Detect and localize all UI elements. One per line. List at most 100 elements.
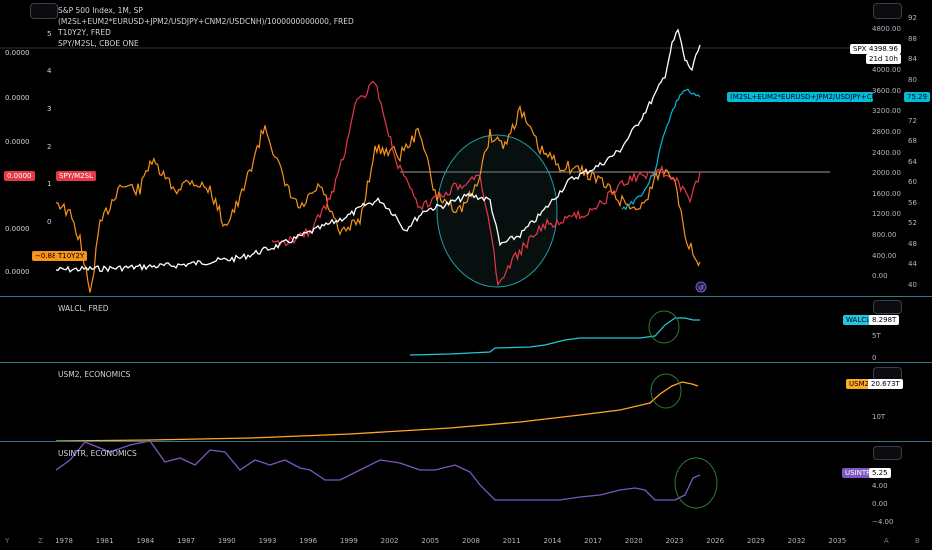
usintr-line — [55, 440, 701, 501]
m2-axis-tick: 88 — [908, 34, 917, 43]
left-scale-value: 0.0000 — [5, 225, 30, 233]
left-axis-tick: 2 — [47, 143, 52, 151]
time-axis-tick: 2002 — [380, 537, 399, 545]
usm2-value-tag: 20.673T — [868, 379, 903, 389]
spx-label-tag: SPX — [850, 44, 870, 54]
m2-axis-tick: 60 — [908, 178, 917, 186]
spx-price-axis[interactable]: 4800.004400.004000.003600.003200.002800.… — [872, 0, 902, 290]
time-axis-tick: 1999 — [339, 537, 358, 545]
time-axis-tick: 1984 — [136, 537, 155, 545]
t10y2y-value-tag: −0.88 — [32, 251, 60, 261]
auto-scale-toggle[interactable]: A — [884, 537, 889, 545]
usintr-axis-tick: 4.00 — [872, 482, 888, 490]
walcl-highlight-circle — [648, 310, 680, 344]
pane-separator[interactable] — [0, 362, 932, 363]
log-scale-toggle[interactable]: Y — [5, 537, 10, 545]
spx-axis-tick: 1600.00 — [872, 189, 901, 198]
time-axis[interactable]: 1978 1981 1984 1987 1990 1993 1996 1999 2002 2005… — [0, 530, 932, 550]
legend-usintr[interactable]: USINTR, ECONOMICS — [58, 449, 137, 458]
main-pane-menu-button[interactable] — [30, 3, 58, 19]
spx-value-tag: 4398.96 — [866, 44, 901, 54]
legend-global-m2[interactable]: (M2SL+EUM2*EURUSD+JPM2/USDJPY+CNM2/USDCN… — [58, 17, 354, 26]
left-axis-tick: 5 — [47, 30, 52, 38]
usm2-axis-tick: 10T — [872, 413, 886, 421]
spx-axis-tick: 4000.00 — [872, 66, 901, 75]
left-scale-value: 0.0000 — [5, 94, 30, 102]
spx-axis-tick: 0.00 — [872, 272, 888, 281]
spx-axis-tick: 3600.00 — [872, 86, 901, 95]
legend-t10y2y[interactable]: T10Y2Y, FRED — [58, 28, 111, 37]
spy-m2sl-value-tag: 0.0000 — [4, 171, 35, 181]
time-axis-tick: 2023 — [665, 537, 684, 545]
usintr-label-tag: USINTR — [842, 468, 875, 478]
spx-axis-tick: 800.00 — [872, 231, 897, 239]
m2-price-axis[interactable]: 9288848076726864605652484440 — [908, 0, 932, 290]
left-axis-tick: 0 — [47, 218, 52, 226]
pane-separator[interactable] — [0, 441, 932, 442]
time-axis-tick: 2026 — [706, 537, 725, 545]
spy-m2sl-line — [271, 80, 701, 287]
pane-separator[interactable] — [0, 296, 932, 297]
m2-axis-tick: 40 — [908, 280, 917, 289]
spx-axis-tick: 4800.00 — [872, 25, 901, 33]
spx-line — [55, 28, 701, 273]
spx-countdown-tag: 21d 10h — [866, 54, 901, 64]
time-axis-tick: 2020 — [624, 537, 643, 545]
legend-spy-m2sl[interactable]: SPY/M2SL, CBOE ONE — [58, 39, 139, 48]
left-axis-tick: 1 — [47, 180, 52, 188]
usm2-line — [55, 381, 699, 442]
spx-axis-tick: 2800.00 — [872, 128, 901, 136]
left-scale-value: 0.0000 — [5, 138, 30, 146]
spx-axis-tick: 2400.00 — [872, 148, 901, 157]
spy-m2sl-label-tag: SPY/M2SL — [56, 171, 96, 181]
left-scale-value: 0.0000 — [5, 49, 30, 57]
svg-text:↺: ↺ — [698, 284, 704, 292]
time-axis-tick: 1990 — [217, 537, 236, 545]
global-m2-value-tag: 75.29 — [904, 92, 931, 102]
m2-axis-tick: 80 — [908, 75, 917, 84]
highlight-circle — [436, 134, 558, 288]
time-axis-tick: 2017 — [584, 537, 603, 545]
legend-walcl[interactable]: WALCL, FRED — [58, 304, 109, 313]
left-axis-tick: 3 — [47, 105, 52, 113]
t10y2y-line — [55, 104, 701, 293]
usintr-axis-tick: −4.00 — [872, 518, 894, 526]
legend-spx[interactable]: S&P 500 Index, 1M, SP — [58, 6, 143, 15]
spx-axis-tick: 2000.00 — [872, 169, 901, 178]
usintr-pane-button[interactable] — [873, 446, 902, 460]
spx-axis-tick: 3200.00 — [872, 107, 901, 116]
global-m2-label-tag: (M2SL+EUM2*EURUSD+JPM2/USDJPY+CNM2/US... — [727, 92, 873, 102]
zoom-reset-toggle[interactable]: Z — [38, 537, 43, 545]
t10y2y-label-tag: T10Y2Y — [55, 251, 88, 261]
main-pane-scale-button[interactable] — [873, 3, 902, 19]
left-scale-value: 0.0000 — [5, 268, 30, 276]
walcl-line — [409, 317, 700, 356]
bar-scale-toggle[interactable]: B — [915, 537, 920, 545]
time-axis-tick: 1987 — [177, 537, 196, 545]
walcl-value-tag: 8.298T — [869, 315, 900, 325]
legend-usm2[interactable]: USM2, ECONOMICS — [58, 370, 131, 379]
time-axis-tick: 2014 — [543, 537, 562, 545]
spx-axis-tick: 400.00 — [872, 251, 897, 260]
walcl-pane-button[interactable] — [873, 300, 902, 314]
m2-axis-tick: 84 — [908, 55, 917, 63]
usintr-axis-tick: 0.00 — [872, 500, 888, 508]
left-axis-tick: 4 — [47, 67, 52, 75]
m2-axis-tick: 68 — [908, 137, 917, 145]
usm2-highlight-circle — [650, 373, 682, 409]
time-axis-tick: 1996 — [299, 537, 318, 545]
m2-axis-tick: 44 — [908, 260, 917, 268]
walcl-label-tag: WALCL — [843, 315, 874, 325]
event-marker-icon — [695, 281, 707, 293]
walcl-axis-tick: 0 — [872, 354, 877, 362]
time-axis-tick: 1981 — [95, 537, 114, 545]
m2-axis-tick: 52 — [908, 219, 917, 227]
m2-axis-tick: 72 — [908, 116, 917, 125]
time-axis-tick: 1978 — [55, 537, 73, 545]
m2-axis-tick: 48 — [908, 239, 917, 248]
m2-axis-tick: 56 — [908, 198, 917, 207]
usintr-value-tag: 5.25 — [869, 468, 891, 478]
m2-axis-tick: 92 — [908, 14, 917, 22]
time-axis-tick: 2029 — [746, 537, 765, 545]
